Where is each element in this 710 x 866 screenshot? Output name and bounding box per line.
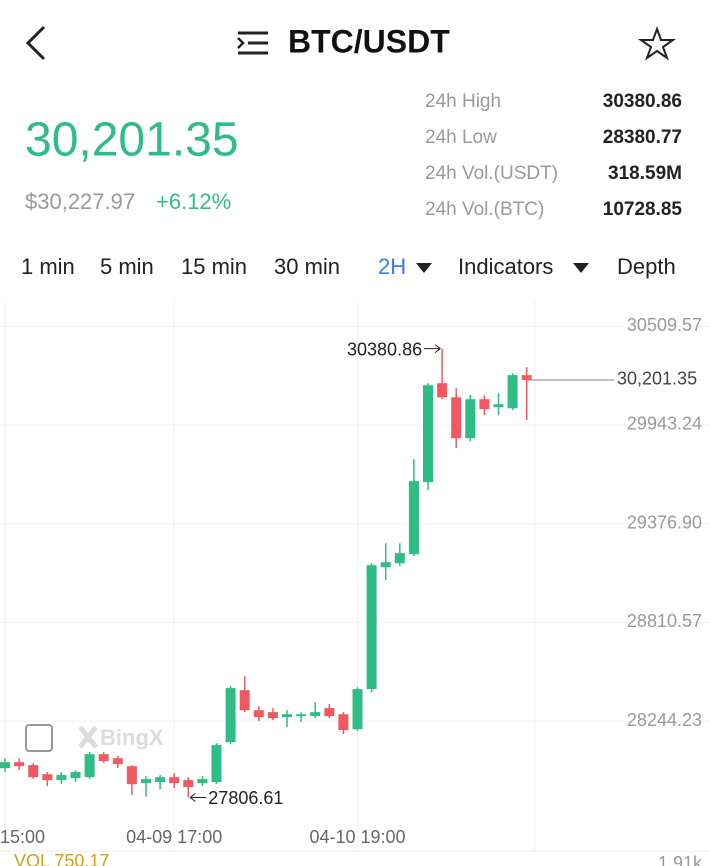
stat-label: 24h Vol.(BTC) [425, 199, 544, 220]
candle-body [296, 714, 307, 717]
candle-body [253, 710, 264, 718]
expand-icon[interactable] [25, 724, 53, 752]
watermark: BingX [100, 725, 164, 750]
back-button[interactable] [25, 25, 46, 61]
candle-body [141, 779, 151, 784]
candle-body [521, 375, 532, 380]
candle-body [225, 688, 236, 743]
x-tick-label: 04-10 19:00 [309, 827, 405, 847]
interval-tab[interactable]: 15 min [181, 254, 247, 279]
x-tick-label: 15:00 [0, 827, 45, 847]
interval-tab-active[interactable]: 2H [378, 254, 406, 279]
candle-body [366, 565, 377, 690]
pair-title: BTC/USDT [288, 23, 450, 59]
candle-body [408, 481, 419, 555]
min-annotation: 27806.61 [208, 788, 283, 808]
candlestick-chart: 30509.57 29943.24 29376.90 28810.57 28244.23… [0, 300, 710, 866]
usd-price: $30,227.97 [25, 189, 135, 214]
candle-body [479, 399, 490, 410]
y-tick-label: 29943.24 [627, 414, 702, 434]
dropdown-arrow [416, 263, 432, 273]
candle-body [169, 777, 180, 784]
candle-body [183, 780, 194, 788]
menu-icon[interactable] [237, 31, 268, 55]
stat-label: 24h Low [425, 127, 497, 148]
price-change: +6.12% [156, 189, 231, 214]
volume-axis-label: 1.91k [658, 853, 703, 866]
y-tick-label: 30509.57 [627, 315, 702, 335]
stat-label: 24h High [425, 91, 501, 112]
max-annotation: 30380.86 [347, 339, 422, 359]
indicators-tab[interactable]: Indicators [458, 254, 553, 279]
candle-body [352, 689, 363, 730]
depth-tab[interactable]: Depth [617, 254, 676, 279]
candle-body [437, 383, 448, 398]
candle-body [267, 712, 278, 719]
candle-body [98, 754, 109, 762]
stat-value: 28380.77 [603, 127, 682, 148]
candle-body [126, 766, 137, 785]
interval-tab[interactable]: 1 min [21, 254, 75, 279]
y-tick-label: 29376.90 [627, 512, 702, 532]
candle-body [70, 772, 81, 779]
interval-tab[interactable]: 5 min [100, 254, 154, 279]
candle-body [42, 774, 53, 781]
candle-body [112, 758, 123, 765]
candle-body [338, 714, 349, 731]
candle-body [324, 708, 335, 717]
y-tick-label: 28810.57 [627, 611, 702, 631]
candle-body [0, 762, 10, 769]
candle-body [239, 690, 250, 711]
candle-body [282, 714, 292, 718]
candle-body [14, 762, 25, 767]
candle-body [507, 375, 518, 409]
candle-body [197, 779, 208, 784]
last-price: 30,201.35 [25, 114, 239, 167]
current-price-label: 30,201.35 [617, 369, 697, 389]
candle-body [465, 399, 476, 439]
candle-body [394, 553, 405, 564]
candle-body [56, 775, 67, 781]
candle-body [493, 404, 504, 408]
x-tick-label: 04-09 17:00 [126, 827, 222, 847]
candle-body [155, 777, 166, 783]
volume-label: VOL 750.17 [14, 851, 109, 866]
candle-body [84, 754, 95, 778]
candle-body [380, 562, 391, 568]
interval-tab[interactable]: 30 min [274, 254, 340, 279]
candle-body [310, 712, 321, 717]
candle-body [211, 745, 222, 783]
stat-value: 30380.86 [603, 91, 682, 112]
favorite-star[interactable] [637, 26, 677, 61]
y-tick-label: 28244.23 [627, 710, 702, 730]
min-arrow [189, 793, 207, 802]
stat-value: 10728.85 [603, 199, 683, 220]
candle-body [451, 397, 462, 439]
max-arrow [424, 344, 441, 354]
candle-body [423, 385, 433, 483]
stat-value: 318.59M [608, 163, 682, 184]
candle-body [28, 765, 39, 778]
dropdown-arrow [573, 263, 589, 273]
stat-label: 24h Vol.(USDT) [425, 163, 558, 184]
watermark-logo [78, 725, 98, 749]
